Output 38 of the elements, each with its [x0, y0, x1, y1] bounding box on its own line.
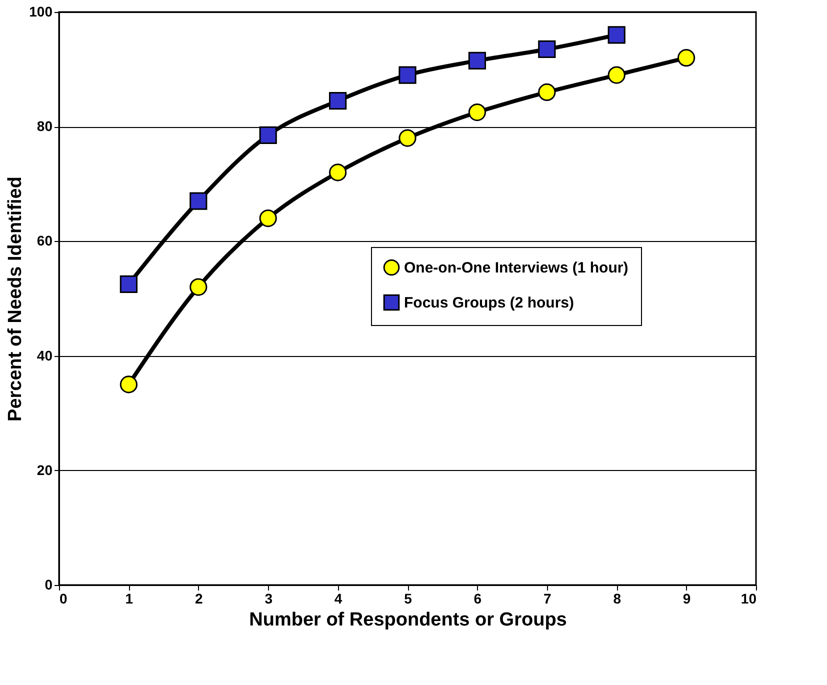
point	[468, 103, 486, 122]
legend-label: One-on-One Interviews (1 hour)	[404, 260, 628, 276]
point	[608, 26, 626, 44]
point	[328, 92, 347, 110]
x-tick-label: 5	[404, 590, 412, 606]
x-tick-label: 4	[334, 590, 342, 606]
x-tick-label: 0	[60, 590, 68, 606]
point	[538, 83, 556, 102]
point	[608, 66, 626, 84]
x-tick-label: 3	[264, 590, 273, 606]
point	[259, 209, 277, 228]
point	[120, 376, 138, 394]
point	[328, 164, 347, 182]
legend-label: Focus Groups (2 hours)	[404, 294, 574, 312]
x-tick-label: 8	[613, 590, 622, 606]
y-tick-label: 20	[36, 462, 53, 478]
point	[259, 126, 277, 144]
x-tick-label: 9	[682, 590, 691, 606]
x-axis-title: Number of Respondents or Groups	[249, 610, 567, 630]
y-tick-label: 0	[44, 576, 53, 592]
x-tick-label: 1	[125, 590, 134, 606]
point	[190, 278, 208, 296]
y-tick-label: 100	[29, 4, 53, 20]
point	[398, 66, 416, 84]
y-tick-label: 40	[36, 347, 53, 364]
point	[538, 40, 556, 58]
x-tick-label: 6	[474, 590, 482, 606]
point	[468, 52, 486, 70]
y-tick-label: 80	[36, 118, 53, 134]
x-tick-label: 7	[544, 590, 552, 606]
point	[677, 49, 696, 67]
y-axis-title: Percent of Needs Identified	[5, 176, 26, 422]
x-tick-label: 2	[195, 590, 203, 606]
point	[190, 192, 208, 210]
point	[398, 129, 416, 147]
x-tick-label: 10	[740, 590, 757, 606]
point	[120, 275, 138, 293]
y-tick-label: 60	[36, 232, 53, 249]
